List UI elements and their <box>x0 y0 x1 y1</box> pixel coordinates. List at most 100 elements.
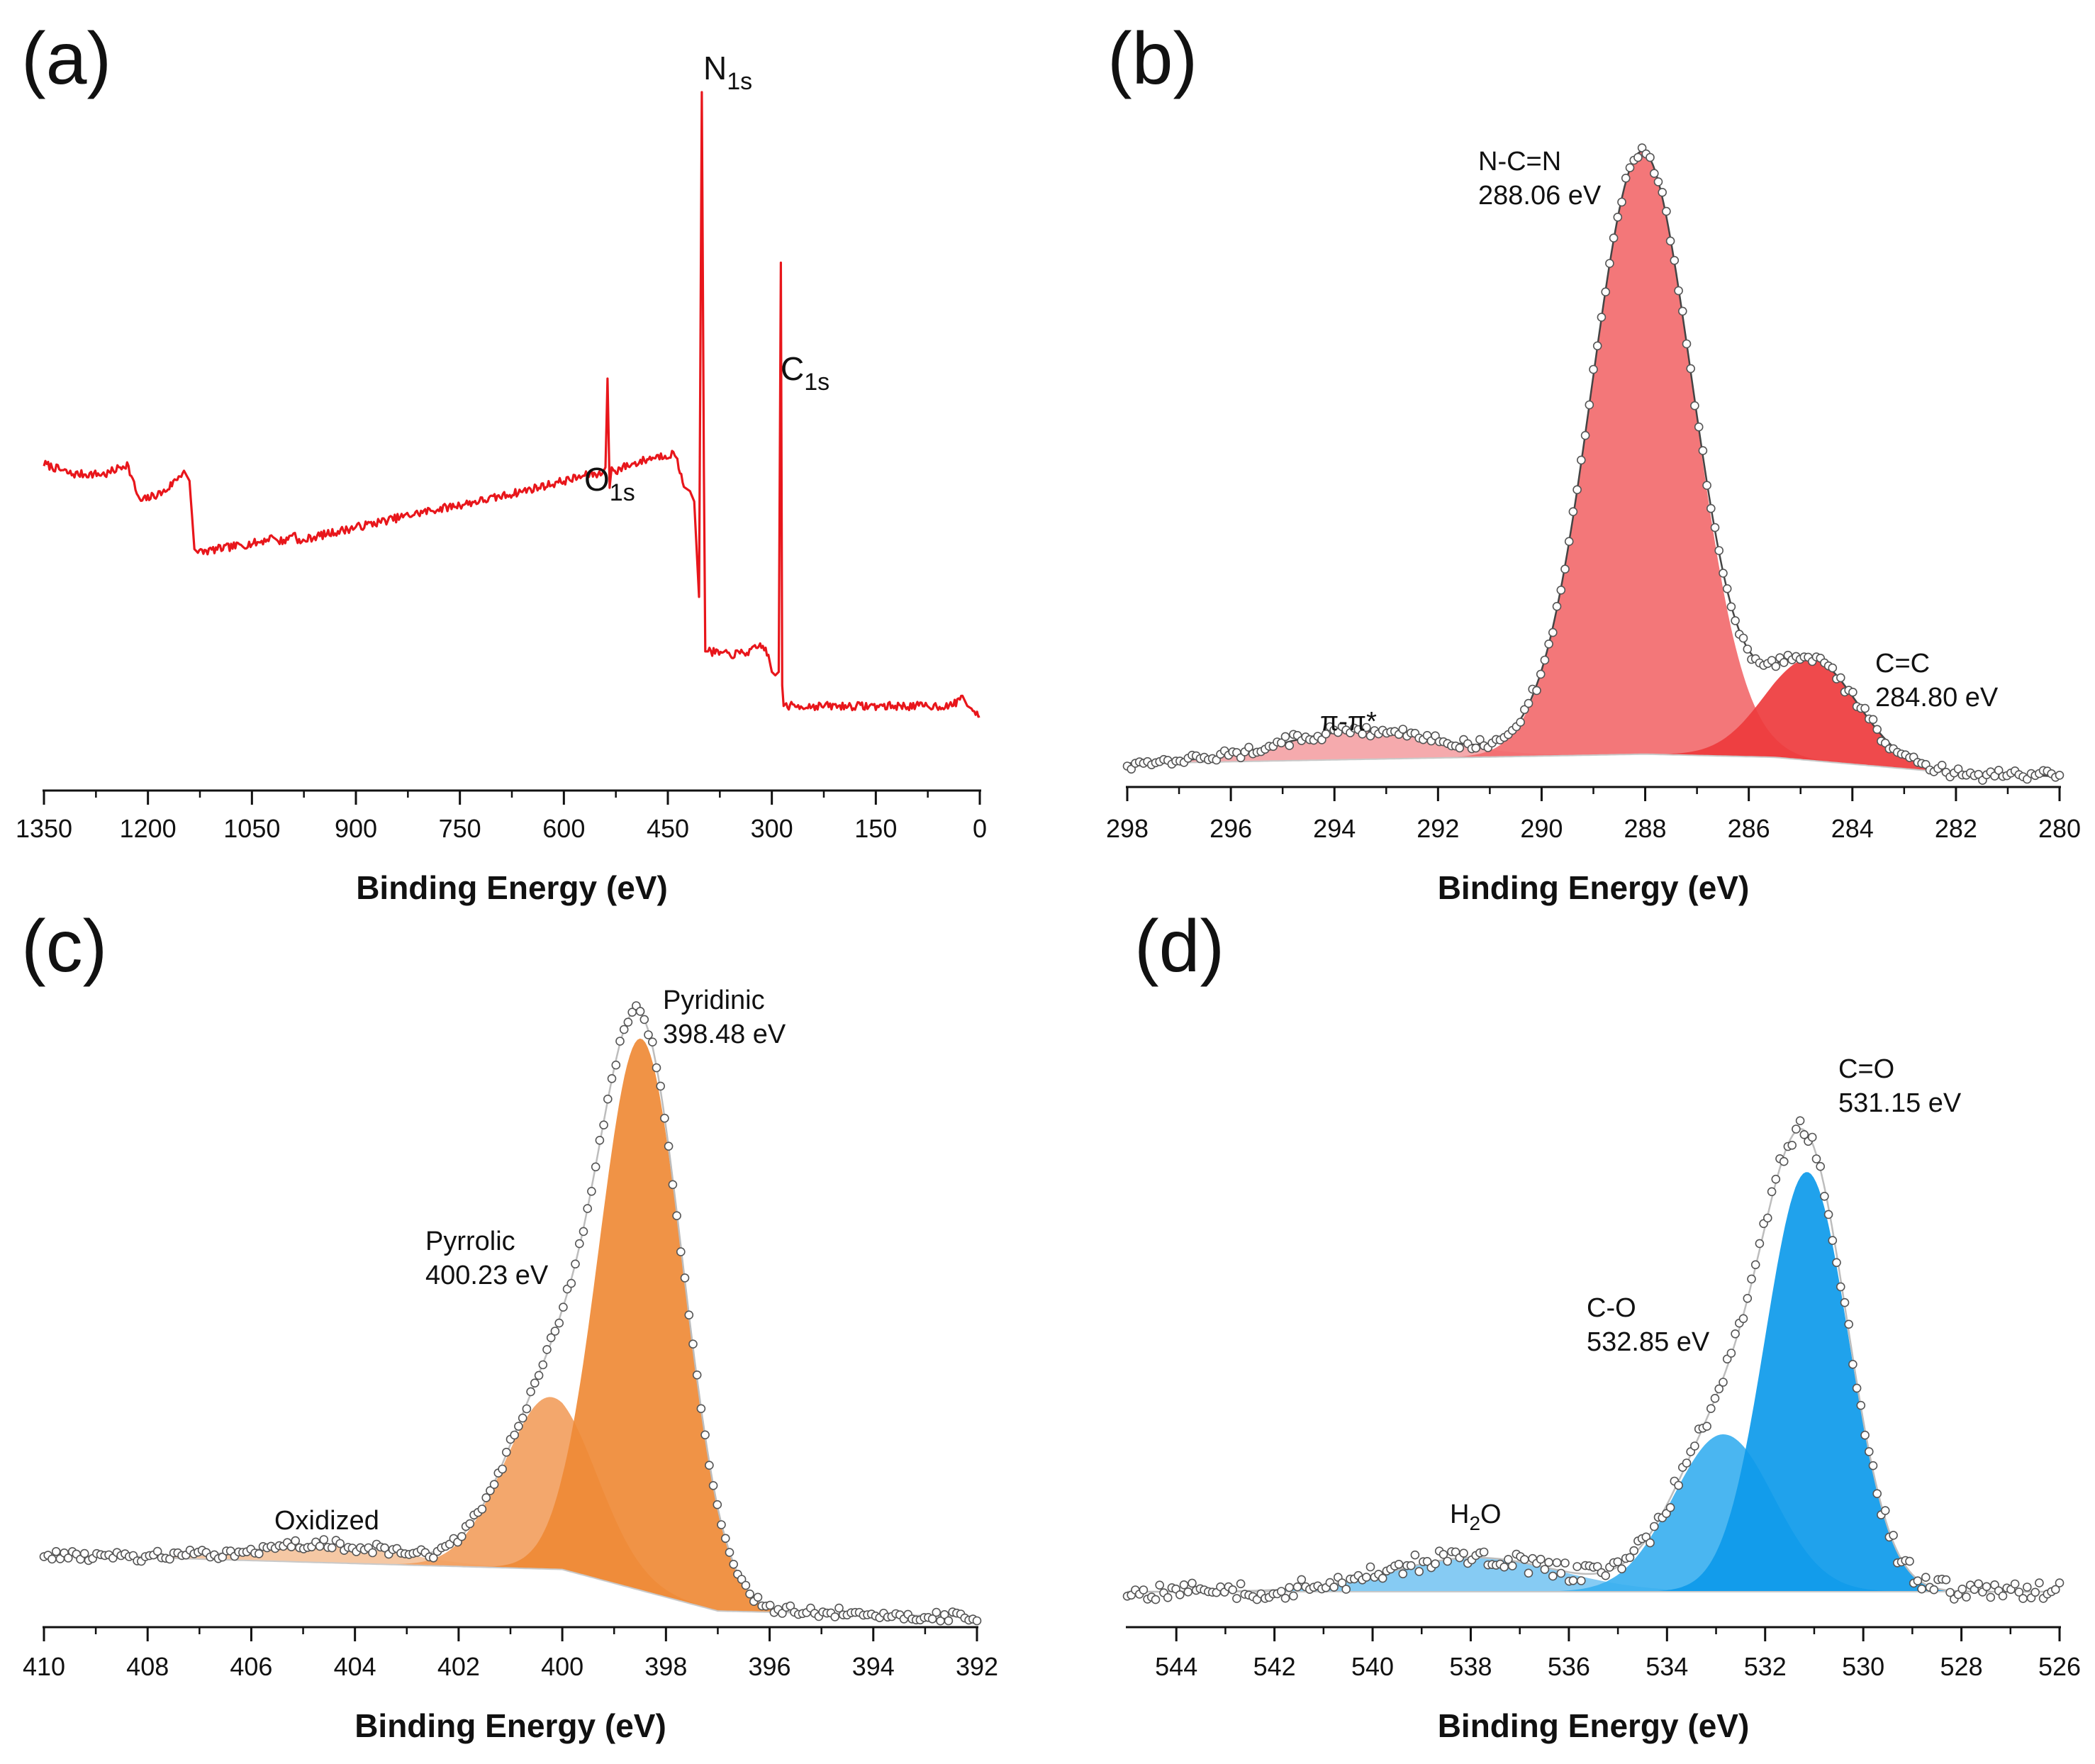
annotation-subscript: 1s <box>610 479 635 506</box>
panel-d-o1s-spectrum: (d) 544 542 540 538 536 534 532 530 528 526 Binding… <box>1122 905 2081 1744</box>
data-point <box>1880 1506 1890 1515</box>
data-point <box>692 1371 702 1380</box>
data-point <box>1568 507 1578 517</box>
annotation-288-06-ev: 288.06 eV <box>1478 181 1602 211</box>
data-point <box>1779 658 1789 667</box>
data-point <box>1726 1349 1736 1358</box>
data-point <box>534 1371 544 1380</box>
data-point <box>1706 503 1716 513</box>
annotation-oxidized: Oxidized <box>274 1506 379 1536</box>
data-point <box>1507 1561 1517 1570</box>
annotation-n-c-n: N-C=N <box>1478 147 1561 177</box>
data-point <box>64 1553 73 1563</box>
data-point <box>1499 1562 1509 1572</box>
data-point <box>1872 725 1882 735</box>
data-point <box>1520 1555 1529 1564</box>
data-point <box>566 1278 576 1288</box>
data-point <box>559 1302 568 1312</box>
annotation-pyridinic: Pyridinic <box>663 986 765 1015</box>
data-point <box>1188 1578 1197 1588</box>
data-point <box>1986 1592 1996 1602</box>
data-point <box>1658 187 1667 197</box>
data-point <box>1556 585 1566 595</box>
data-point <box>1536 1554 1546 1564</box>
data-point <box>1516 718 1525 727</box>
annotation-284-80-ev: 284.80 eV <box>1875 683 1999 713</box>
data-point <box>1329 1582 1339 1592</box>
data-point <box>1836 673 1845 683</box>
peak-c-o <box>1127 1172 2060 1592</box>
x-tick-label: 408 <box>126 1652 169 1681</box>
data-point <box>498 1464 507 1474</box>
x-tick-label: 450 <box>647 814 689 843</box>
data-point <box>1548 627 1558 637</box>
x-tick-label: 284 <box>1831 814 1874 843</box>
data-point <box>1321 729 1331 739</box>
data-point <box>380 1543 389 1553</box>
data-point <box>705 1461 714 1470</box>
panel-label: (b) <box>1107 18 1197 100</box>
data-point <box>603 1094 613 1104</box>
data-point <box>619 1025 629 1034</box>
data-point <box>717 1520 726 1529</box>
x-tick-label: 526 <box>2038 1652 2081 1681</box>
data-point <box>753 1592 763 1602</box>
data-point <box>542 1345 552 1354</box>
data-point <box>1601 1571 1610 1580</box>
data-point <box>428 1553 438 1563</box>
data-point <box>1414 1567 1424 1576</box>
annotation-main: O <box>584 461 610 498</box>
x-tick-label: 750 <box>439 814 481 843</box>
annotation-main: H <box>1450 1500 1469 1529</box>
data-point <box>1816 1161 1825 1171</box>
data-point <box>1913 1576 1923 1585</box>
x-tick-label: 0 <box>973 814 987 843</box>
data-point <box>741 1580 751 1590</box>
data-point <box>51 1547 61 1556</box>
data-point <box>1175 1590 1185 1600</box>
data-point <box>1962 1592 1971 1602</box>
data-point <box>1690 1441 1699 1451</box>
x-tick-label: 404 <box>334 1652 376 1681</box>
data-point <box>1459 1548 1468 1558</box>
x-axis: 410 408 406 404 402 400 398 396 394 392 Binding En… <box>23 1626 998 1744</box>
data-point <box>1597 313 1607 322</box>
data-point <box>1471 743 1480 753</box>
data-point <box>668 1180 678 1190</box>
panel-label: (c) <box>21 905 107 988</box>
series-line-survey <box>43 91 981 718</box>
data-point <box>1443 1556 1452 1566</box>
data-point <box>1633 152 1643 162</box>
data-point <box>1710 523 1720 532</box>
data-point <box>1646 1538 1655 1548</box>
data-point <box>1289 1591 1298 1601</box>
data-point <box>1828 663 1838 673</box>
annotation-400-23-ev: 400.23 eV <box>425 1261 549 1290</box>
data-point <box>684 1310 694 1319</box>
data-point <box>1285 1582 1294 1592</box>
data-point <box>1690 401 1699 411</box>
data-point <box>1572 485 1582 495</box>
peak-pyrrolic <box>44 1397 977 1617</box>
data-point <box>1422 1557 1432 1566</box>
annotation-subscript: 1s <box>804 369 829 396</box>
data-point <box>1840 1297 1850 1307</box>
data-point <box>1747 1274 1756 1284</box>
data-point <box>1621 174 1631 183</box>
data-point <box>1613 1557 1623 1567</box>
data-point <box>501 1448 511 1457</box>
data-point <box>1455 743 1465 753</box>
data-point <box>1998 1591 2008 1601</box>
x-tick-label: 530 <box>1842 1652 1884 1681</box>
x-tick-label: 600 <box>542 814 585 843</box>
peak-n-c-n <box>1127 151 2060 776</box>
data-point <box>1670 255 1680 265</box>
data-point <box>522 1404 532 1414</box>
data-point <box>932 1607 942 1617</box>
data-point <box>1726 602 1736 612</box>
data-point <box>1929 1585 1939 1595</box>
data-point <box>1617 197 1626 207</box>
data-point <box>1524 698 1533 708</box>
data-point <box>1771 662 1781 671</box>
data-point <box>1362 1573 1371 1582</box>
